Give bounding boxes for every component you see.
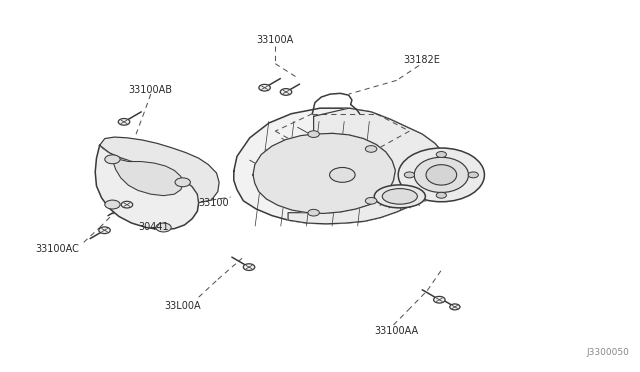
Text: 33100: 33100 [198, 198, 229, 208]
Circle shape [308, 131, 319, 137]
Text: 33100AC: 33100AC [35, 244, 79, 254]
Text: 33100AB: 33100AB [129, 85, 173, 94]
Text: 33L00A: 33L00A [164, 301, 201, 311]
Ellipse shape [398, 148, 484, 202]
Circle shape [365, 198, 377, 204]
Circle shape [308, 209, 319, 216]
Circle shape [330, 167, 355, 182]
Circle shape [436, 151, 447, 157]
Polygon shape [95, 145, 198, 230]
Circle shape [468, 172, 478, 178]
Ellipse shape [382, 189, 417, 204]
Circle shape [365, 145, 377, 152]
Polygon shape [253, 134, 396, 214]
Circle shape [433, 296, 445, 303]
Circle shape [259, 84, 270, 91]
Text: 33182E: 33182E [404, 55, 440, 65]
Polygon shape [288, 108, 448, 224]
Ellipse shape [426, 165, 457, 185]
Ellipse shape [374, 185, 426, 208]
Circle shape [243, 264, 255, 270]
Polygon shape [234, 108, 448, 224]
Circle shape [175, 178, 190, 187]
Text: 30441: 30441 [139, 222, 169, 232]
Text: J3300050: J3300050 [587, 348, 630, 357]
Ellipse shape [414, 157, 468, 192]
Circle shape [156, 223, 172, 232]
Circle shape [450, 304, 460, 310]
Circle shape [404, 172, 415, 178]
Circle shape [436, 192, 447, 198]
Polygon shape [100, 137, 219, 203]
Circle shape [105, 200, 120, 209]
Text: 33100AA: 33100AA [374, 326, 419, 336]
Polygon shape [113, 159, 183, 196]
Text: 33100A: 33100A [257, 35, 294, 45]
Circle shape [99, 227, 110, 234]
Circle shape [105, 155, 120, 164]
Circle shape [280, 89, 292, 95]
Circle shape [121, 201, 132, 208]
Circle shape [118, 119, 130, 125]
